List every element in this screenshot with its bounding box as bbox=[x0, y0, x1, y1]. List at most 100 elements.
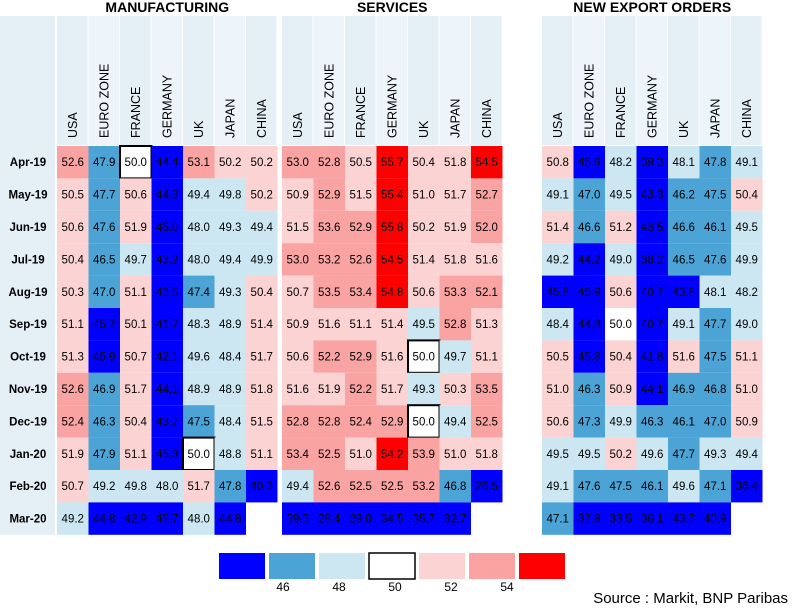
column-label: CHINA bbox=[740, 98, 754, 138]
cell-value: 48.4 bbox=[219, 416, 242, 428]
heatmap-cell bbox=[699, 437, 731, 470]
heatmap-cell bbox=[699, 275, 731, 308]
heatmap-cell bbox=[282, 340, 314, 373]
heatmap-cell bbox=[542, 437, 574, 470]
cell-value: 50.6 bbox=[547, 416, 569, 428]
cell-value: 49.1 bbox=[547, 190, 569, 202]
cell-value: 45.7 bbox=[156, 514, 178, 526]
heatmap-cell bbox=[88, 275, 120, 308]
cell-value: 49.3 bbox=[219, 287, 241, 299]
heatmap-cell bbox=[668, 243, 700, 276]
cell-value: 48.9 bbox=[219, 384, 241, 396]
cell-value: 53.0 bbox=[287, 157, 309, 169]
heatmap-cell bbox=[57, 178, 89, 211]
heatmap-cell bbox=[668, 405, 700, 438]
heatmap-cell bbox=[636, 210, 668, 244]
heatmap-cell bbox=[376, 405, 408, 438]
cell-value: 53.1 bbox=[188, 157, 210, 169]
cell-value: 51.4 bbox=[251, 319, 274, 331]
cell-value: 48.4 bbox=[547, 319, 570, 331]
cell-value: 49.4 bbox=[251, 222, 274, 234]
heatmap-cell bbox=[471, 146, 503, 179]
column-label: GERMANY bbox=[385, 74, 399, 138]
column-header-cell bbox=[282, 16, 313, 145]
cell-value: 49.8 bbox=[125, 481, 147, 493]
heatmap-cell bbox=[282, 275, 314, 308]
cell-value: 50.2 bbox=[251, 190, 273, 202]
heatmap-cell bbox=[542, 178, 574, 211]
heatmap-cell-boxed bbox=[119, 145, 153, 180]
cell-value: 45.8 bbox=[578, 352, 600, 364]
cell-value: 52.1 bbox=[476, 287, 498, 299]
cell-value: 51.9 bbox=[125, 222, 147, 234]
cell-value: 49.5 bbox=[578, 449, 600, 461]
heatmap-cell bbox=[471, 372, 503, 406]
cell-value: 47.5 bbox=[704, 352, 726, 364]
cell-value: 53.4 bbox=[350, 287, 373, 299]
cell-value: 46.2 bbox=[673, 190, 695, 202]
heatmap-cell bbox=[57, 372, 89, 406]
cell-value: 51.8 bbox=[251, 384, 273, 396]
cell-value: 50.1 bbox=[125, 319, 147, 331]
heatmap-cell bbox=[246, 340, 278, 373]
cell-value: 50.6 bbox=[610, 287, 632, 299]
cell-value: 51.5 bbox=[287, 222, 309, 234]
heatmap-cell bbox=[573, 243, 605, 276]
row-label: Jul-19 bbox=[11, 254, 44, 266]
heatmap-cell bbox=[282, 372, 314, 406]
heatmap-cell bbox=[120, 275, 152, 308]
heatmap-cell bbox=[668, 146, 700, 179]
heatmap-cell bbox=[214, 275, 246, 308]
cell-value: 51.9 bbox=[62, 449, 84, 461]
cell-value: 37.8 bbox=[578, 514, 600, 526]
heatmap-cell bbox=[439, 146, 471, 179]
cell-value: 50.0 bbox=[125, 157, 147, 169]
cell-value: 40.7 bbox=[641, 287, 663, 299]
heatmap-cell bbox=[605, 146, 637, 179]
column-label: EURO ZONE bbox=[97, 64, 111, 138]
heatmap-cell bbox=[57, 437, 89, 470]
cell-value: 52.8 bbox=[287, 416, 309, 428]
cell-value: 41.8 bbox=[641, 352, 663, 364]
heatmap-cell bbox=[439, 405, 471, 438]
heatmap-cell bbox=[313, 470, 345, 503]
heatmap-cell bbox=[439, 372, 471, 406]
column-label: CHINA bbox=[255, 98, 269, 138]
column-label: EURO ZONE bbox=[582, 64, 596, 138]
heatmap-cell bbox=[731, 340, 763, 373]
cell-value: 47.9 bbox=[93, 449, 115, 461]
heatmap-cell bbox=[57, 502, 89, 535]
heatmap-cell bbox=[183, 178, 215, 211]
cell-value: 51.9 bbox=[444, 222, 466, 234]
heatmap-cell bbox=[573, 210, 605, 244]
cell-value: 55.4 bbox=[381, 190, 404, 202]
cell-value: 50.0 bbox=[413, 416, 435, 428]
heatmap-cell bbox=[151, 210, 183, 244]
cell-value: 51.1 bbox=[125, 287, 147, 299]
row-label: Feb-20 bbox=[9, 481, 46, 493]
heatmap-cell bbox=[636, 405, 668, 438]
cell-value: 47.6 bbox=[578, 481, 600, 493]
heatmap-cell bbox=[313, 210, 345, 244]
cell-value: 43.8 bbox=[673, 287, 695, 299]
heatmap-cell bbox=[699, 210, 731, 244]
heatmap-cell bbox=[120, 210, 152, 244]
cell-value: 50.4 bbox=[125, 416, 148, 428]
heatmap-cell bbox=[88, 243, 120, 276]
heatmap-cell bbox=[183, 340, 215, 373]
heatmap-cell bbox=[668, 470, 700, 503]
heatmap-cell bbox=[183, 405, 215, 438]
heatmap-cell bbox=[542, 275, 574, 308]
heatmap-cell bbox=[471, 308, 503, 341]
heatmap-cell bbox=[151, 146, 183, 179]
heatmap-cell bbox=[699, 146, 731, 179]
heatmap-cell bbox=[731, 437, 763, 470]
cell-value: 49.9 bbox=[610, 416, 632, 428]
heatmap-cell bbox=[246, 437, 278, 470]
cell-value: 51.6 bbox=[287, 384, 309, 396]
cell-value: 52.9 bbox=[318, 190, 340, 202]
heatmap-cell bbox=[699, 178, 731, 211]
cell-value: 47.5 bbox=[610, 481, 632, 493]
cell-value: 54.8 bbox=[381, 287, 403, 299]
cell-value: 51.0 bbox=[547, 384, 569, 396]
